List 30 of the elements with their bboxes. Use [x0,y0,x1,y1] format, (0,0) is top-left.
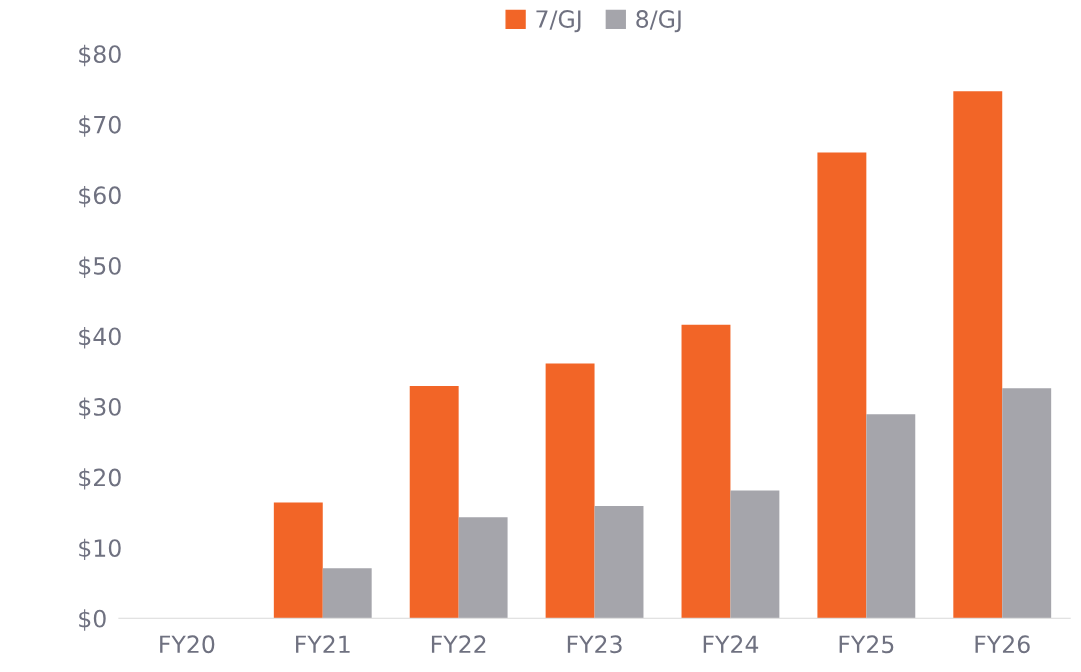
y-tick-label: $40 [79,327,121,349]
bar [681,324,731,619]
bar [273,502,323,619]
y-tick-label: $80 [79,44,121,67]
bar [458,517,508,619]
bar [1002,388,1052,619]
bar [545,363,595,619]
legend-label: 8/GJ [636,10,681,33]
bar [866,414,916,619]
y-tick-label: $50 [79,256,121,278]
x-tick-label: FY23 [567,635,622,654]
x-tick-label: FY25 [839,635,894,654]
bar [409,386,459,619]
x-tick-label: FY21 [296,635,350,653]
x-tick-label: FY22 [431,635,486,653]
y-tick-label: $20 [79,468,121,490]
bar [594,506,644,619]
y-tick-label: $30 [79,397,121,419]
bar [953,91,1003,619]
y-tick-label: $10 [79,538,121,561]
y-tick-label: $0 [79,609,106,631]
y-tick-label: $70 [79,115,121,137]
y-tick-label: $60 [79,185,121,208]
x-tick-label: FY24 [703,635,759,653]
legend-label: 7/GJ [536,10,581,33]
x-tick-label: FY20 [160,635,215,654]
bar [322,568,372,619]
bar [730,490,780,619]
bar [817,152,867,619]
x-tick-label: FY26 [975,635,1030,654]
